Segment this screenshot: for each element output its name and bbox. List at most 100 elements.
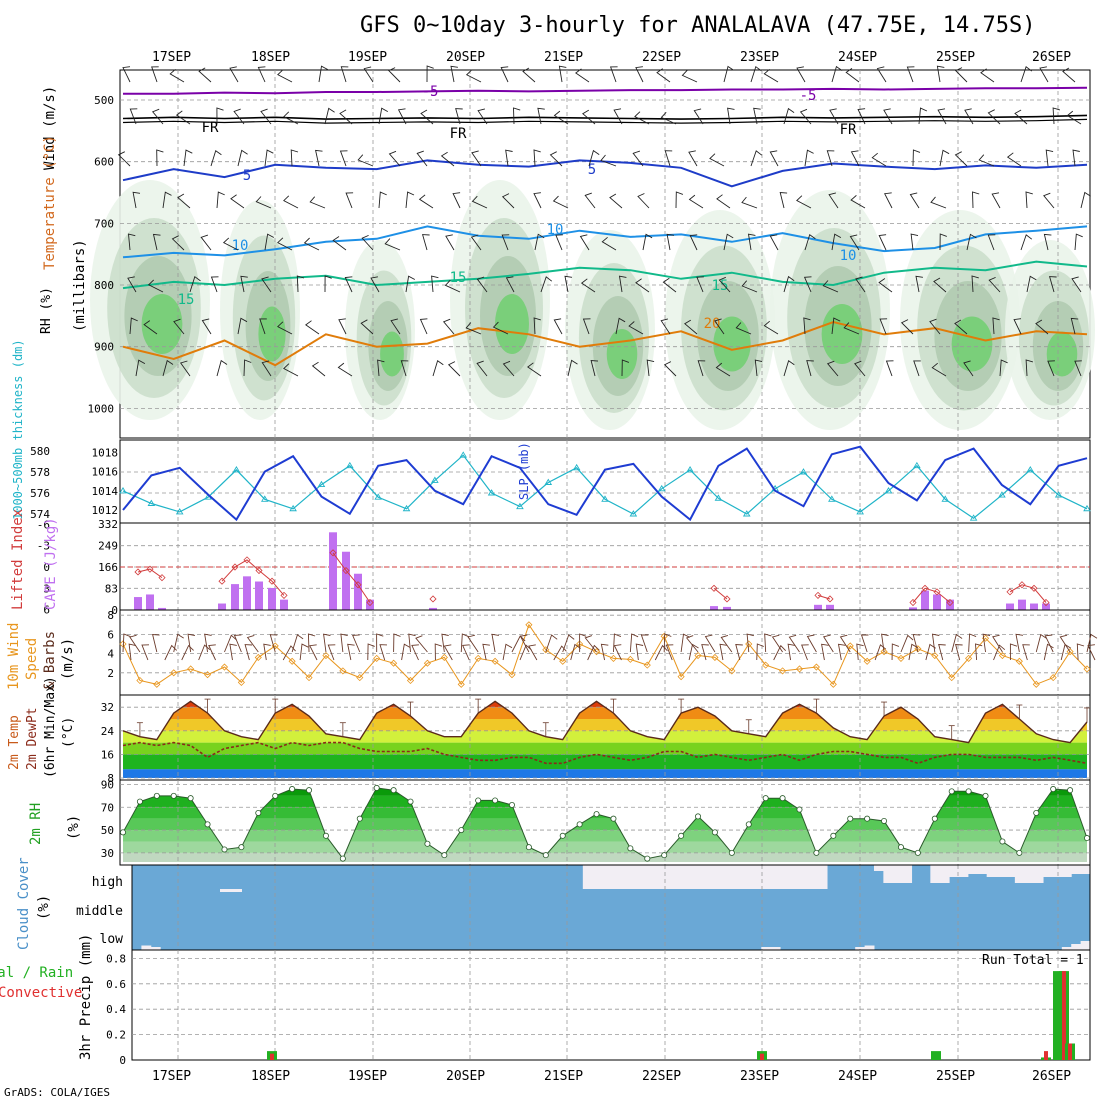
wind10-point: [406, 676, 415, 685]
upper-wind-barb: [378, 191, 387, 209]
cloud-high-clear: [1052, 865, 1063, 877]
isotherm-line: [122, 114, 1088, 120]
upper-wind-barb: [522, 67, 536, 83]
cape-bar: [921, 590, 929, 610]
upper-wind-barb: [885, 360, 894, 377]
wind10-barb: [401, 643, 411, 661]
wind10-barb: [587, 644, 600, 661]
upper-wind-barb: [804, 233, 816, 251]
upper-wind-barb: [915, 275, 923, 293]
temp-color-band: [123, 730, 1087, 743]
upper-wind-barb: [465, 322, 482, 335]
cloud-high-clear: [582, 865, 593, 889]
wind10-barb: [511, 635, 526, 653]
cloud-low-clear: [1061, 947, 1072, 950]
cloud-high-clear: [761, 865, 772, 889]
upper-wind-barb: [582, 318, 591, 335]
upper-wind-barb: [397, 108, 407, 125]
cloud-high-clear: [986, 865, 997, 877]
lifted-index-tick-label: -6: [37, 518, 50, 531]
wind10-barb: [122, 633, 131, 653]
rh2m-point: [813, 849, 820, 856]
wind10-barb: [408, 633, 416, 653]
upper-wind-barb: [471, 195, 488, 209]
wind10-barb: [764, 633, 772, 653]
wind10-point: [322, 651, 330, 660]
slp-tick-label: 1016: [92, 466, 119, 479]
upper-wind-barb: [735, 322, 752, 335]
cloud-level-label: low: [100, 932, 124, 947]
thickness-point: [657, 484, 666, 492]
upper-wind-barb: [688, 194, 704, 209]
date-label: 25SEP: [936, 50, 975, 65]
upper-wind-barb: [283, 111, 299, 125]
lifted-index-point: [826, 595, 834, 603]
upper-wind-barb: [987, 109, 1001, 125]
rh2m-point: [897, 844, 904, 851]
wind10-barb: [839, 634, 851, 653]
upper-wind-barb: [803, 276, 812, 293]
wind10-point: [762, 661, 770, 669]
isotherm-line: [122, 260, 1088, 290]
wind10-barb: [173, 633, 184, 653]
upper-wind-barb: [277, 237, 293, 251]
upper-wind-barb: [939, 149, 950, 167]
pressure-tick-label: 600: [94, 156, 114, 169]
wind10-barb: [434, 643, 443, 661]
upper-wind-barb: [1020, 234, 1033, 251]
wind10-barb: [1044, 634, 1054, 653]
upper-wind-barb: [615, 317, 626, 335]
isotherm-label: -5: [422, 84, 439, 100]
date-label: 18SEP: [251, 1069, 290, 1084]
wind10-tick-label: 4: [107, 648, 114, 661]
rh2m-point: [289, 786, 296, 793]
cloud-high-clear: [667, 865, 678, 889]
panel-frame: [119, 439, 1091, 524]
upper-wind-barb: [656, 68, 671, 83]
cloud-high-clear: [742, 865, 753, 889]
date-label: 20SEP: [446, 1069, 485, 1084]
upper-wind-barb: [201, 318, 212, 335]
upper-wind-barb: [723, 65, 735, 83]
cloud-high-clear: [601, 865, 612, 889]
upper-wind-barb: [345, 192, 354, 209]
temp2m-tick-label: 24: [101, 725, 115, 738]
cape-bar: [158, 607, 166, 610]
upper-wind-barb: [290, 149, 299, 167]
upper-wind-barb: [878, 234, 887, 251]
wind10-barb: [982, 633, 991, 653]
upper-wind-barb: [769, 150, 779, 167]
wind10-barb: [613, 644, 622, 661]
cloud-low-clear: [150, 947, 161, 950]
rh2m-point: [576, 821, 583, 828]
upper-wind-barb: [954, 67, 968, 83]
rh2m-point: [424, 840, 431, 847]
cloud-high-clear: [1061, 865, 1072, 877]
wind10-barb: [224, 634, 237, 653]
upper-wind-barb: [344, 276, 353, 293]
wind10-barb: [837, 643, 846, 661]
precip-total-bar: [931, 1051, 941, 1060]
upper-wind-barb: [527, 362, 542, 377]
rh2m-tick-label: 70: [101, 801, 114, 814]
rh2m-point: [711, 829, 718, 836]
lifted-index-point: [710, 584, 718, 592]
wind10-barb: [680, 633, 690, 653]
slp-tick-label: 1018: [92, 446, 119, 459]
upper-wind-barb: [455, 108, 463, 125]
upper-wind-barb: [558, 65, 567, 83]
wind10-barb: [1035, 633, 1047, 653]
upper-wind-barb: [261, 360, 272, 377]
upper-wind-barb: [175, 110, 191, 125]
cloud-level-label: middle: [76, 904, 123, 919]
rh2m-ylabel-2: (%): [66, 815, 82, 840]
wind10-barb: [1043, 643, 1054, 661]
cape-bar: [946, 599, 954, 610]
rh-color-band: [123, 807, 1087, 819]
wind10-barb: [881, 633, 889, 653]
wind10-barb: [1022, 644, 1030, 661]
upper-wind-barb: [855, 276, 866, 293]
upper-wind-barb: [1072, 149, 1080, 167]
wind10-point: [1083, 665, 1091, 673]
upper-wind-barb: [696, 276, 704, 293]
